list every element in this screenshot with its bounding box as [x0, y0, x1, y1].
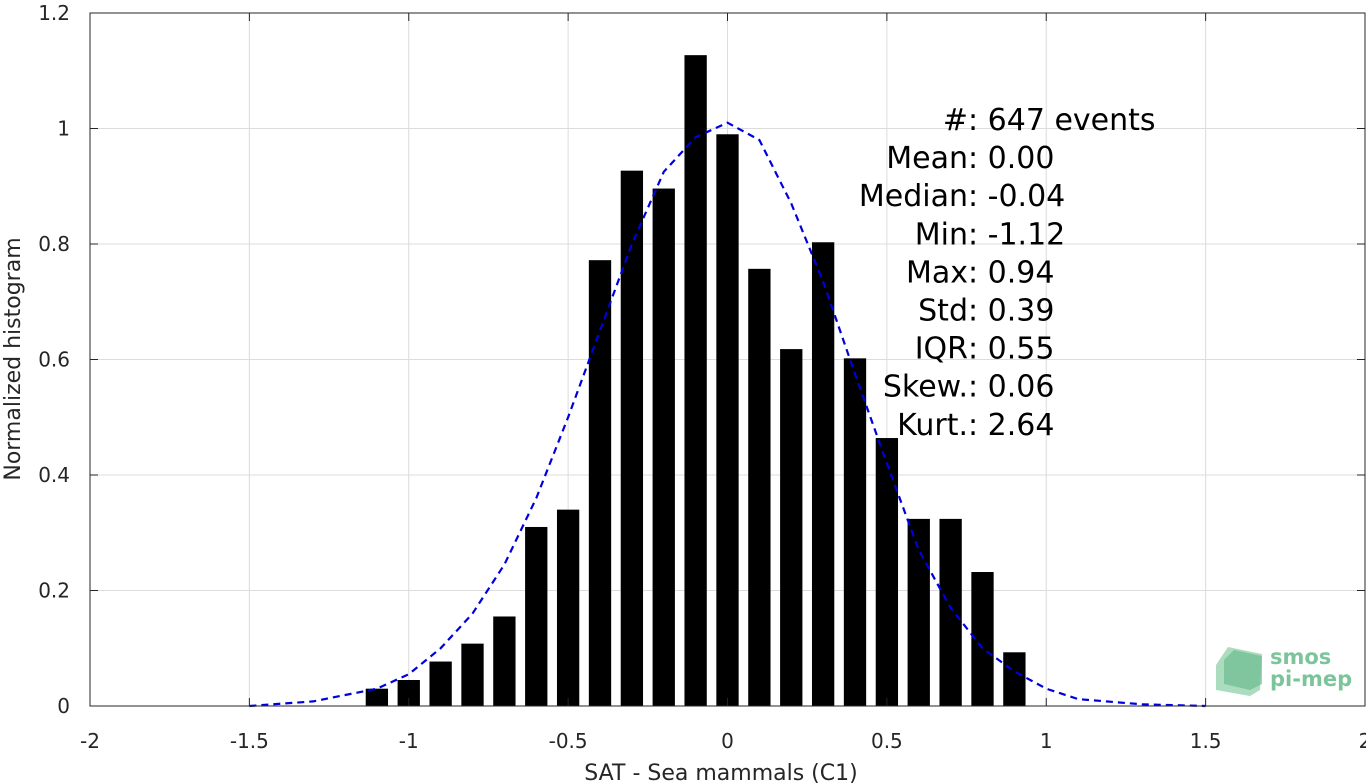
x-tick-label: -1.5 — [230, 729, 269, 753]
histogram-bar — [461, 643, 484, 706]
y-axis-label: Normalized histogram — [1, 237, 26, 480]
histogram-bar — [429, 661, 452, 706]
stat-line: IQR — [915, 332, 968, 367]
normal-fit-curve — [249, 121, 1206, 708]
x-tick-label: -1 — [399, 729, 419, 753]
histogram-bars — [365, 55, 1026, 707]
y-tick-label: 0.2 — [38, 579, 70, 603]
stat-value: : 0.55 — [968, 332, 1054, 367]
stat-line: Min — [915, 217, 968, 252]
x-axis-label: SAT - Sea mammals (C1) — [584, 761, 857, 784]
logo-text-smos: smos — [1270, 645, 1331, 669]
histogram-bar — [588, 260, 612, 706]
logo-text-pi-mep: pi-mep — [1270, 667, 1352, 691]
stat-value: : -1.12 — [968, 217, 1065, 252]
histogram-bar — [907, 518, 930, 706]
histogram-bar — [971, 572, 994, 706]
stat-value: : -0.04 — [968, 179, 1065, 214]
stat-line: Mean — [886, 141, 968, 176]
histogram-bar — [525, 526, 548, 706]
stat-line: Kurt. — [897, 408, 968, 443]
histogram-bar — [811, 242, 835, 706]
stat-value: : 0.00 — [968, 141, 1054, 176]
x-tick-label: 0 — [721, 729, 734, 753]
histogram-bar — [716, 134, 739, 706]
histogram-bar — [556, 509, 580, 706]
stat-line: # — [943, 103, 968, 138]
histogram-bar — [748, 268, 771, 706]
y-axis-ticks: 0 0.2 0.4 0.6 0.8 1 1.2 — [38, 1, 1365, 718]
stat-line: Skew. — [883, 370, 968, 405]
y-tick-label: 0.6 — [38, 348, 70, 372]
histogram-bar — [780, 349, 803, 706]
logo-mark-front — [1224, 650, 1262, 690]
y-tick-label: 0 — [57, 694, 70, 718]
histogram-bar — [843, 358, 867, 706]
histogram-bar — [620, 170, 644, 707]
histogram-bar — [365, 688, 389, 706]
stat-line: Median — [859, 179, 968, 214]
histogram-bar — [1003, 652, 1026, 706]
histogram-bar — [939, 518, 962, 706]
histogram-bar — [875, 438, 899, 706]
stat-value: : 2.64 — [968, 408, 1054, 443]
stat-line: Max — [906, 255, 968, 290]
x-tick-label: -2 — [80, 729, 100, 753]
x-tick-label: 2 — [1359, 729, 1366, 753]
y-tick-label: 1 — [57, 117, 70, 141]
histogram-bar — [493, 616, 516, 706]
x-tick-label: 1 — [1040, 729, 1053, 753]
stat-value: : 0.39 — [968, 294, 1054, 329]
y-tick-label: 1.2 — [38, 1, 70, 25]
histogram-bar — [652, 188, 675, 706]
x-axis-ticks: -2 -1.5 -1 -0.5 0 0.5 1 1.5 2 — [80, 13, 1366, 753]
stat-value: : 647 events — [968, 103, 1156, 138]
y-tick-label: 0.4 — [38, 463, 70, 487]
stat-value: : 0.94 — [968, 255, 1054, 290]
histogram-bar — [684, 55, 707, 707]
x-tick-label: -0.5 — [549, 729, 588, 753]
stat-line: Std — [918, 294, 968, 329]
x-tick-label: 1.5 — [1190, 729, 1222, 753]
histogram-bar — [397, 680, 420, 706]
y-tick-label: 0.8 — [38, 232, 70, 256]
x-tick-label: 0.5 — [871, 729, 903, 753]
smos-pi-mep-logo: smos pi-mep — [1216, 645, 1352, 696]
stat-value: : 0.06 — [968, 370, 1054, 405]
